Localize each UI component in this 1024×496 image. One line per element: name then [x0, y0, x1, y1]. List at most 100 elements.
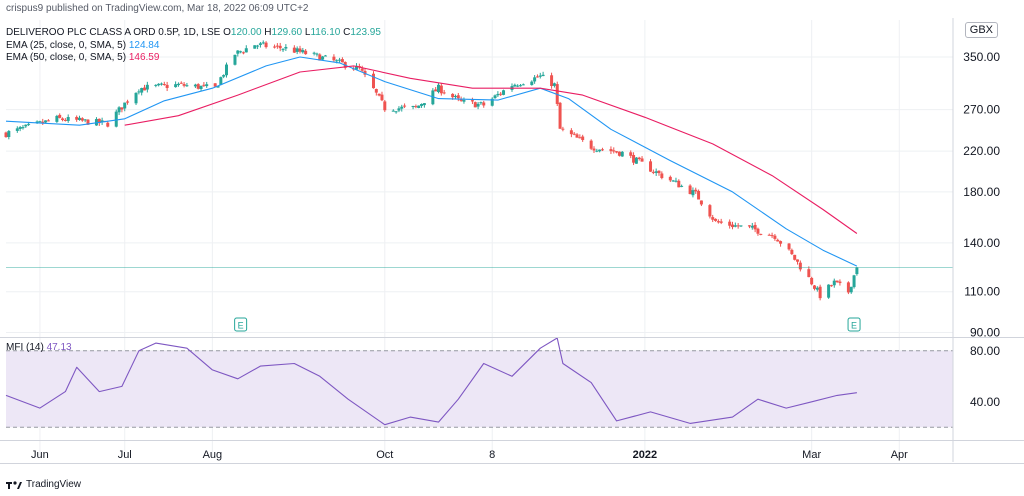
candle-body [538, 75, 542, 77]
currency-badge[interactable]: GBX [964, 22, 998, 38]
candle-body [598, 149, 602, 152]
candle-body [63, 119, 67, 121]
candle-body [38, 121, 42, 123]
mfi-y-tick-label: 40.00 [970, 395, 1000, 409]
candle-body [521, 84, 525, 86]
ema50-line [124, 65, 858, 234]
candle-body [213, 83, 217, 87]
candle-body [154, 84, 158, 86]
candle-body [846, 282, 850, 293]
candle-body [380, 94, 384, 101]
candle-body [137, 91, 141, 93]
candle-body [719, 221, 723, 223]
candle-body [499, 93, 503, 95]
candle-body [479, 102, 483, 104]
candle-body [796, 259, 800, 262]
ema25-label: EMA (25, close, 0, SMA, 5) [6, 40, 127, 51]
candle-body [849, 286, 853, 293]
candle-body [261, 42, 265, 44]
price-y-tick-label: 180.00 [963, 185, 1000, 199]
candle-body [728, 221, 732, 226]
mfi-band [6, 350, 953, 428]
candle-body [502, 90, 506, 95]
candle-body [575, 134, 579, 138]
candle-body [273, 46, 277, 48]
tradingview-brand[interactable]: TradingView [6, 479, 81, 490]
ohlc-l-label: L [304, 27, 311, 38]
candle-body [442, 92, 446, 94]
candle-body [787, 243, 791, 250]
candle-body [462, 100, 466, 102]
candle-body [83, 119, 87, 121]
candle-body [123, 102, 127, 109]
candle-body [513, 84, 517, 87]
candle-body [595, 150, 599, 152]
candle-body [815, 287, 819, 290]
candle-body [572, 133, 576, 135]
x-tick-label: Jun [31, 449, 49, 461]
candle-body [671, 180, 675, 182]
candle-body [140, 88, 144, 93]
candle-body [680, 185, 684, 187]
candle-body [216, 86, 220, 88]
candle-body [470, 100, 474, 102]
ohlc-c-label: C [343, 27, 351, 38]
candle-body [338, 59, 342, 61]
candle-body [810, 277, 814, 285]
candle-body [312, 52, 316, 54]
candle-body [578, 137, 582, 139]
candle-body [301, 50, 305, 53]
candle-body [100, 120, 104, 123]
candle-body [15, 128, 19, 131]
candle-body [244, 48, 248, 53]
candle-body [159, 83, 163, 85]
candle-body [179, 82, 183, 84]
ema50-value: 146.59 [128, 52, 160, 63]
candle-body [162, 83, 166, 85]
candle-body [315, 53, 319, 55]
candle-body [174, 84, 178, 88]
candle-body [779, 241, 783, 244]
candle-body [196, 84, 200, 89]
candle-body [674, 180, 678, 182]
x-tick-label: Jul [118, 449, 132, 461]
candle-body [708, 205, 712, 217]
candle-body [21, 127, 25, 129]
candle-body [609, 149, 613, 152]
candle-body [694, 189, 698, 192]
candle-body [24, 124, 28, 127]
price-y-tick-label: 110.00 [964, 285, 1000, 299]
candle-body [829, 285, 833, 287]
candle-body [569, 130, 573, 135]
candle-body [222, 75, 226, 77]
candle-body [640, 158, 644, 162]
candle-body [400, 106, 404, 109]
candle-body [733, 225, 737, 227]
candle-body [634, 157, 638, 164]
candle-body [759, 233, 763, 235]
candle-body [106, 122, 110, 127]
earnings-marker-letter: E [851, 321, 857, 331]
candle-body [185, 85, 189, 87]
ohlc-o: 120.00 [230, 27, 262, 38]
candle-body [66, 117, 70, 121]
candle-body [558, 102, 562, 129]
x-tick-label: Mar [802, 449, 821, 461]
candle-body [459, 98, 463, 101]
candle-body [278, 45, 282, 49]
candle-body [292, 47, 296, 53]
candle-body [691, 190, 695, 196]
candle-body [629, 152, 633, 156]
candle-body [371, 73, 375, 89]
candle-body [80, 118, 84, 121]
candle-body [776, 239, 780, 242]
candle-body [516, 85, 520, 87]
candle-body [77, 117, 81, 120]
candle-body [456, 95, 460, 99]
candle-body [753, 224, 757, 230]
candle-body [417, 105, 421, 109]
candle-body [332, 56, 336, 61]
candle-body [654, 171, 658, 173]
